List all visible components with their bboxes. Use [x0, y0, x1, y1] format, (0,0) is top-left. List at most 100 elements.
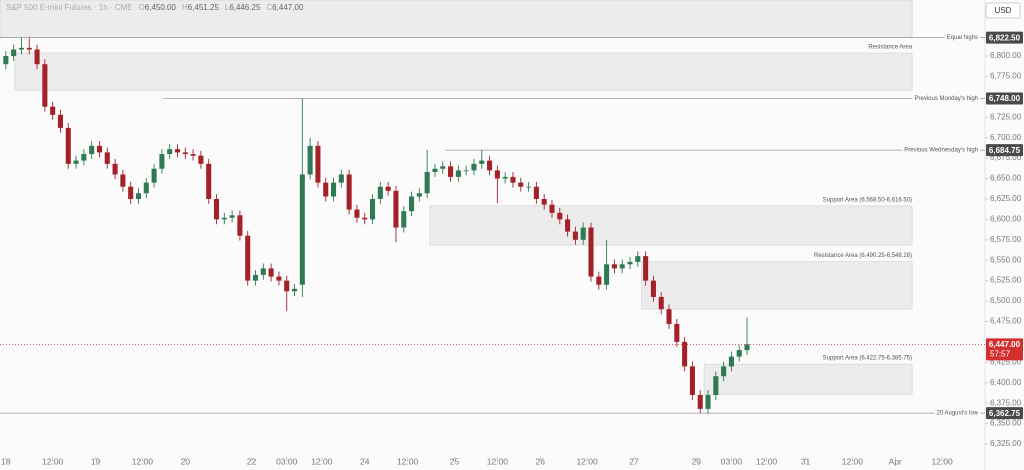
candle-body: [565, 219, 571, 232]
candle-body: [18, 47, 24, 50]
candle-body: [627, 261, 633, 265]
candle-body: [50, 106, 56, 115]
candle-body: [713, 376, 719, 395]
candle-body: [151, 168, 157, 183]
candle-body: [650, 280, 656, 297]
x-tick-label: 12:00: [311, 456, 333, 466]
ohlc-key: H: [182, 3, 188, 12]
candle-body: [159, 154, 165, 169]
currency-box[interactable]: [985, 2, 1021, 19]
candle-body: [689, 366, 695, 395]
x-tick-label: 31: [801, 456, 811, 466]
level-label: Equal highs: [947, 35, 978, 41]
zone: [641, 261, 913, 310]
candle-body: [299, 174, 305, 285]
ohlc-value: 6,446.25: [229, 3, 261, 12]
candle-body: [736, 350, 742, 357]
candle-body: [557, 212, 563, 220]
candle-body: [393, 190, 399, 228]
candle-body: [354, 209, 360, 218]
x-tick-label: 25: [450, 456, 460, 466]
candle-body: [409, 196, 415, 212]
candle-body: [143, 182, 149, 194]
x-tick-label: 12:00: [397, 456, 419, 466]
candle-body: [744, 344, 750, 351]
candle-body: [26, 47, 32, 50]
x-tick-label: 12:00: [42, 456, 64, 466]
level-label-bg: [902, 147, 980, 154]
ohlc-value: 6,450.00: [145, 3, 177, 12]
candle-body: [3, 56, 9, 65]
candle-body: [104, 152, 110, 164]
candle-body: [643, 256, 649, 281]
candle-body: [510, 176, 516, 183]
x-tick-label: 03:00: [721, 456, 743, 466]
y-tick-label: 6,400.00: [990, 378, 1022, 387]
y-tick-label: 6,575.00: [990, 235, 1022, 244]
y-tick-label: 6,425.00: [990, 357, 1022, 366]
candle-body: [440, 166, 446, 169]
y-tick-label: 6,325.00: [990, 439, 1022, 448]
price-box: [986, 92, 1023, 105]
level-label-bg: [944, 35, 980, 42]
x-tick-label: 29: [692, 456, 702, 466]
candle-body: [213, 198, 220, 220]
x-tick-label: 22: [247, 456, 257, 466]
zone: [14, 52, 913, 91]
zone-label: Support Area (6,568.50-6,616.50): [823, 197, 912, 203]
candle-body: [260, 268, 266, 275]
candle-body: [658, 296, 664, 310]
x-tick-label: 12:00: [576, 456, 598, 466]
y-tick-label: 6,525.00: [990, 276, 1022, 285]
price-box: [986, 31, 1023, 44]
x-tick-label: 27: [629, 456, 639, 466]
price-box: [986, 407, 1023, 420]
candle-body: [128, 186, 134, 199]
y-tick-label: 6,475.00: [990, 317, 1022, 326]
candle-body: [252, 274, 259, 281]
y-tick-label: 6,800.00: [990, 51, 1022, 60]
candle-body: [346, 174, 352, 210]
price-box: [986, 144, 1023, 157]
candle-body: [221, 217, 227, 220]
level-label: 20 August's low: [936, 411, 978, 417]
candle-body: [604, 264, 610, 285]
candle-body: [697, 394, 703, 409]
candle-body: [73, 160, 79, 164]
zone-label: Resistance Area (6,490.25-6,548.28): [814, 253, 912, 259]
candle-body: [611, 264, 617, 269]
y-tick-label: 6,650.00: [990, 174, 1022, 183]
ohlc-value: 6,447.00: [272, 3, 304, 12]
candle-body: [494, 170, 500, 179]
candle-body: [291, 288, 298, 292]
price-box-label: 6,684.75: [989, 146, 1021, 155]
countdown: 57:57: [990, 349, 1011, 358]
x-tick-label: 19: [91, 456, 101, 466]
zone-label: Resistance Area: [868, 45, 912, 51]
candle-body: [424, 172, 430, 194]
y-tick-label: 6,550.00: [990, 255, 1022, 264]
ohlc-value: 6,451.25: [188, 3, 220, 12]
candle-body: [619, 264, 625, 269]
price-box-label: 6,822.50: [989, 33, 1021, 42]
level-label: Previous Wednesday's high: [904, 148, 978, 154]
candle-body: [370, 198, 376, 220]
candle-body: [721, 366, 727, 377]
candle-body: [572, 231, 578, 240]
candle-body: [471, 163, 477, 171]
candle-body: [635, 256, 641, 262]
candle-body: [666, 309, 672, 324]
candle-body: [323, 182, 329, 197]
currency: USD: [995, 6, 1012, 15]
x-tick-label: 03:00: [276, 456, 298, 466]
candle-body: [268, 268, 274, 277]
level-label: Previous Monday's high: [914, 96, 978, 102]
candle-body: [57, 114, 64, 128]
candle-body: [448, 166, 454, 177]
candle-body: [463, 170, 469, 172]
candle-body: [245, 235, 251, 281]
candle-body: [96, 145, 103, 153]
current-price-label: 6,447.00: [989, 340, 1021, 349]
